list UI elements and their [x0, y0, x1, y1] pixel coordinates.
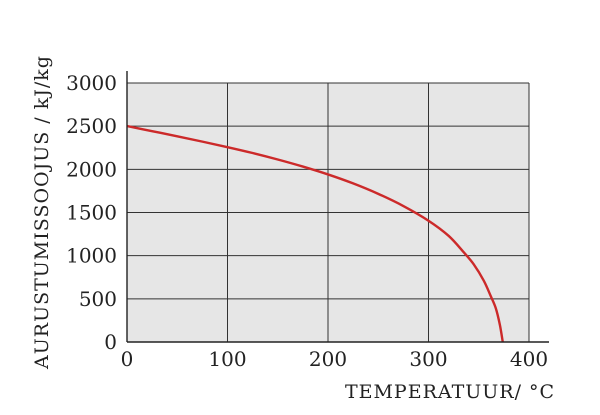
- x-tick-label: 400: [510, 347, 548, 371]
- grid: [127, 82, 530, 342]
- x-tick-label: 200: [309, 347, 347, 371]
- x-tick-label: 300: [409, 347, 447, 371]
- y-tick-label: 3000: [66, 71, 117, 95]
- y-axis-title: AURUSTUMISSOOJUS / kJ/kg: [31, 55, 53, 370]
- y-tick-label: 0: [104, 330, 117, 354]
- x-tick-labels: 0 100 200 300 400: [121, 347, 548, 371]
- y-tick-labels: 0 500 1000 1500 2000 2500 3000: [66, 71, 117, 354]
- x-tick-label: 0: [121, 347, 134, 371]
- y-tick-label: 1000: [66, 244, 117, 268]
- y-tick-label: 2500: [66, 114, 117, 138]
- y-tick-label: 2000: [66, 157, 117, 181]
- x-axis-title: TEMPERATUUR/ °C: [345, 381, 555, 403]
- y-tick-label: 500: [79, 287, 117, 311]
- series-line: [126, 124, 504, 343]
- y-tick-label: 1500: [66, 201, 117, 225]
- x-tick-label: 100: [208, 347, 246, 371]
